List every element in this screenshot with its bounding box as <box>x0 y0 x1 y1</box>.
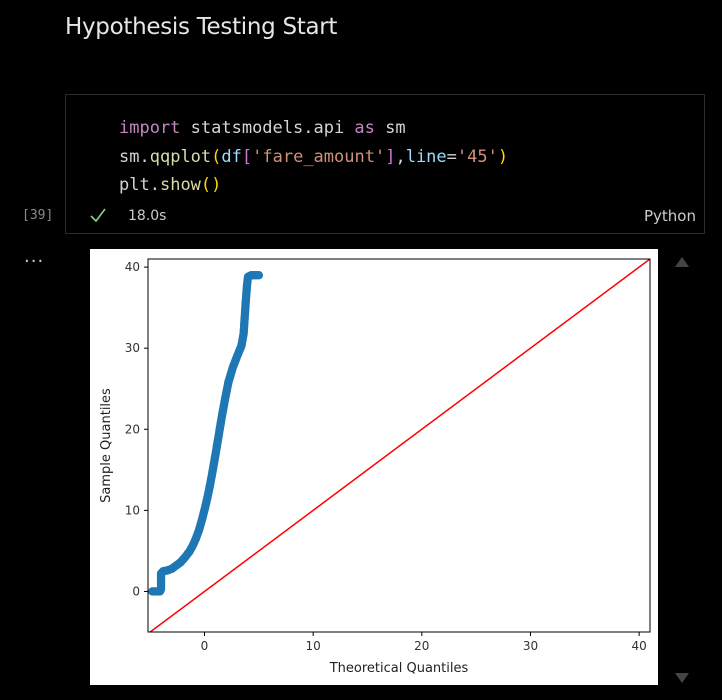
y-tick-label: 30 <box>125 341 140 355</box>
x-tick-label: 0 <box>201 639 209 653</box>
y-axis-label: Sample Quantiles <box>99 388 114 503</box>
code-token: statsmodels.api <box>180 118 355 138</box>
x-tick-label: 30 <box>523 639 538 653</box>
code-line: sm.qqplot(df['fare_amount'],line='45') <box>119 143 508 172</box>
y-tick-label: 40 <box>125 260 140 274</box>
code-token: ] <box>385 146 396 167</box>
code-token: '45' <box>456 146 498 167</box>
markdown-heading: Hypothesis Testing Start <box>65 14 338 40</box>
check-icon <box>90 208 106 223</box>
code-token: sm <box>119 146 140 167</box>
code-token: plt <box>119 175 150 195</box>
code-token: import <box>119 118 181 138</box>
qq-point <box>254 271 264 280</box>
x-axis-label: Theoretical Quantiles <box>329 661 469 676</box>
qq-plot-output: 0 10 20 30 40 0 10 20 30 40 Theoretical Quantiles S… <box>90 249 658 685</box>
y-tick-label: 20 <box>125 422 140 436</box>
code-token: . <box>139 146 150 167</box>
code-token: 'fare_amount' <box>252 146 386 167</box>
y-tick-label: 10 <box>125 503 140 517</box>
code-token: () <box>200 175 222 195</box>
code-token: line <box>405 146 447 167</box>
execution-count: [39] <box>22 208 54 223</box>
code-line: import statsmodels.api as sm <box>119 114 508 143</box>
plot-frame <box>147 258 651 633</box>
kernel-language-label[interactable]: Python <box>644 207 696 225</box>
scroll-down-icon[interactable] <box>674 672 690 684</box>
code-token: sm <box>374 118 406 138</box>
code-token: . <box>149 175 160 195</box>
execution-time: 18.0s <box>128 208 167 224</box>
qq-plot-chart: 0 10 20 30 40 0 10 20 30 40 Theoretical Quantiles S… <box>99 258 651 676</box>
x-tick-label: 20 <box>414 639 429 653</box>
scroll-up-icon[interactable] <box>674 256 690 268</box>
code-cell[interactable]: import statsmodels.api as sm sm.qqplot(df… <box>65 94 705 234</box>
code-token: ( <box>211 146 222 167</box>
code-token: , <box>395 146 406 167</box>
x-tick-label: 40 <box>631 639 646 653</box>
qq-points-group <box>148 271 264 596</box>
x-tick-label: 10 <box>306 639 321 653</box>
code-token: = <box>446 146 457 167</box>
code-token: df <box>221 146 242 167</box>
code-token: as <box>354 118 375 138</box>
code-token: ) <box>497 146 509 167</box>
y-tick-label: 0 <box>132 584 140 598</box>
output-menu-button[interactable]: ... <box>24 246 45 267</box>
reference-line-45 <box>148 259 650 632</box>
code-token: show <box>159 175 201 195</box>
code-token: qqplot <box>149 146 212 167</box>
code-editor[interactable]: import statsmodels.api as sm sm.qqplot(df… <box>119 114 508 200</box>
code-token: [ <box>241 146 253 167</box>
code-line: plt.show() <box>119 171 508 200</box>
